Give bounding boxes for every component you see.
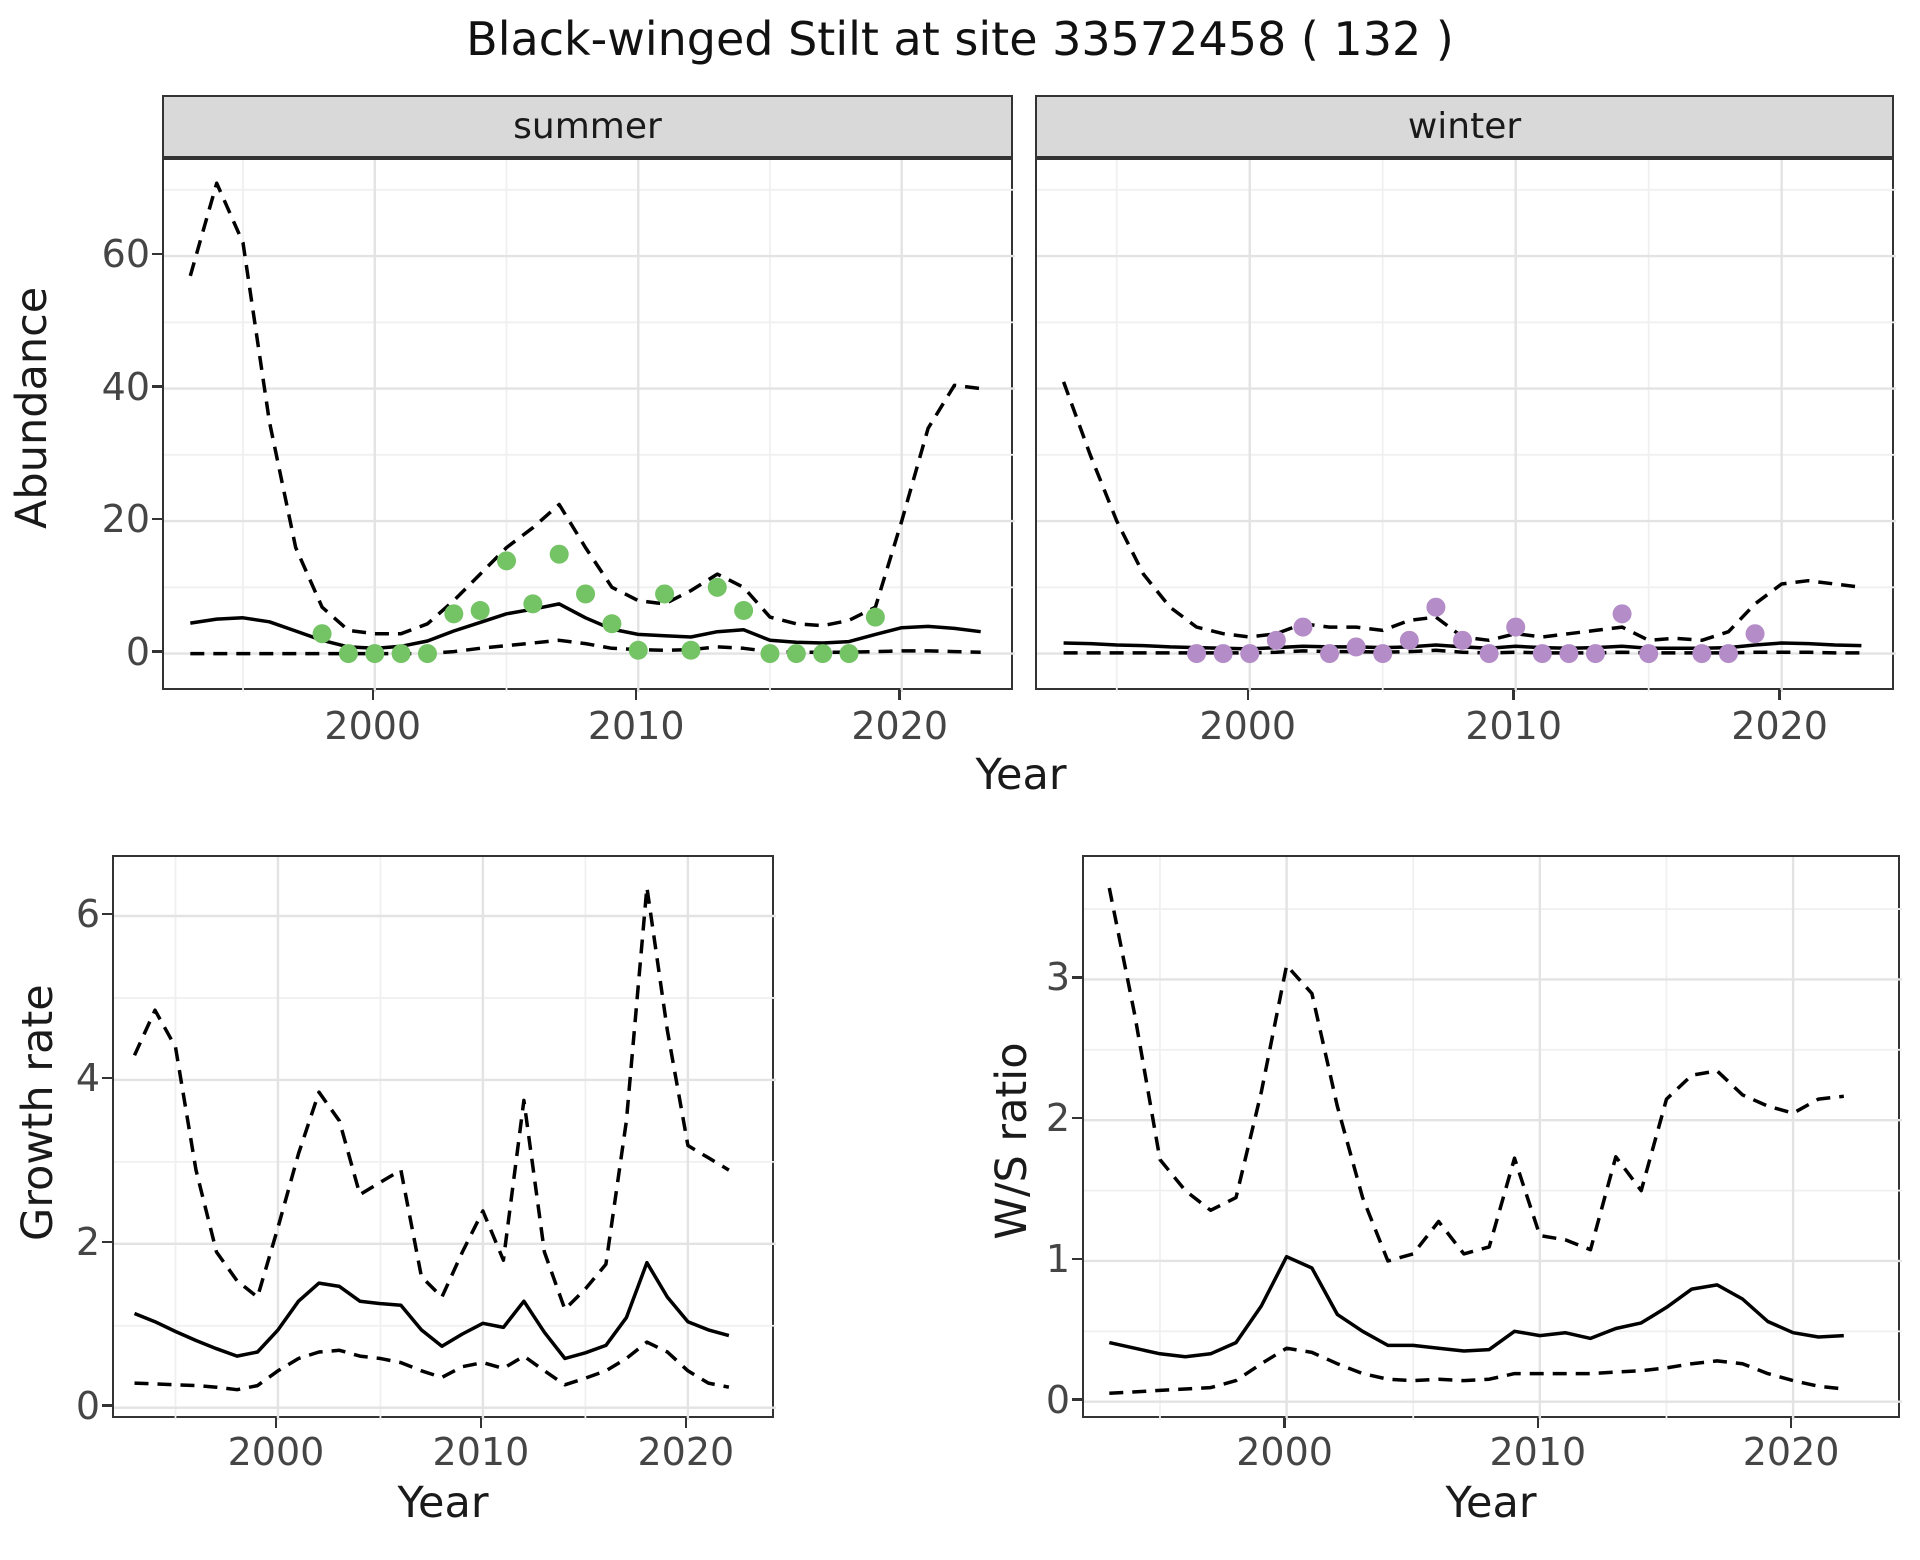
y-tick-mark xyxy=(1072,1116,1082,1120)
abundance-summer-observations xyxy=(312,544,885,664)
y-tick-mark xyxy=(102,1240,112,1244)
y-tick-mark xyxy=(102,1076,112,1080)
panel-ws-ratio xyxy=(1082,855,1902,1420)
y-tick-mark xyxy=(102,912,112,916)
y-tick-label: 0 xyxy=(75,1383,100,1428)
y-tick-label: 0 xyxy=(1045,1377,1070,1422)
y-tick-label: 2 xyxy=(1045,1096,1070,1141)
x-tick-label: 2000 xyxy=(227,1430,325,1474)
abundance-summer-upper-ci-line xyxy=(188,181,981,636)
y-tick-mark xyxy=(1072,1398,1082,1401)
growth-rate-lower-ci-line xyxy=(134,1340,730,1392)
ws-ratio-upper-ci-line xyxy=(1107,887,1844,1263)
panel-growth-rate xyxy=(112,855,776,1420)
x-tick-mark xyxy=(1536,1418,1540,1428)
y-tick-label: 0 xyxy=(125,629,150,674)
abundance-summer-lower-ci-line xyxy=(190,638,981,656)
y-tick-label: 40 xyxy=(101,364,150,409)
panel-abundance-winter xyxy=(1035,158,1896,692)
growth-rate-gridlines xyxy=(114,857,776,1420)
x-tick-label: 2000 xyxy=(1199,704,1297,748)
ws-ratio-mean-line xyxy=(1108,1254,1844,1359)
x-tick-mark xyxy=(1778,690,1781,700)
ws-ratio-plot-area xyxy=(1084,857,1902,1420)
figure-title: Black-winged Stilt at site 33572458 ( 13… xyxy=(466,12,1454,66)
x-tick-mark xyxy=(634,690,638,700)
ws-ratio-gridlines xyxy=(1084,857,1902,1420)
y-tick-label: 1 xyxy=(1045,1236,1070,1281)
y-tick-label: 20 xyxy=(101,497,150,542)
x-tick-mark xyxy=(1246,690,1249,700)
x-tick-mark xyxy=(479,1418,483,1428)
panel-abundance-summer xyxy=(162,158,1015,692)
abundance-summer-plot-area xyxy=(164,160,1015,692)
y-tick-mark xyxy=(1072,976,1082,979)
abundance-winter-gridlines xyxy=(1037,160,1896,692)
x-axis-title-ws-ratio: Year xyxy=(1445,1478,1537,1528)
abundance-summer-gridlines xyxy=(164,160,1015,692)
facet-strip-winter: winter xyxy=(1035,95,1894,158)
y-tick-label: 4 xyxy=(75,1055,100,1100)
x-tick-mark xyxy=(274,1418,278,1428)
y-tick-mark xyxy=(152,517,162,521)
y-tick-label: 60 xyxy=(101,232,150,277)
x-tick-mark xyxy=(898,690,901,700)
x-tick-label: 2010 xyxy=(432,1430,530,1474)
facet-strip-winter-label: winter xyxy=(1407,106,1522,147)
x-tick-mark xyxy=(371,690,375,700)
facet-strip-summer: summer xyxy=(162,95,1013,158)
x-tick-mark xyxy=(1789,1418,1793,1428)
y-tick-mark xyxy=(102,1404,112,1407)
growth-rate-upper-ci-line xyxy=(132,885,730,1312)
y-tick-mark xyxy=(152,252,162,256)
y-tick-mark xyxy=(1072,1257,1082,1261)
x-tick-label: 2000 xyxy=(1236,1430,1333,1474)
x-tick-label: 2010 xyxy=(1489,1430,1587,1474)
abundance-winter-upper-ci-line xyxy=(1061,381,1862,643)
growth-rate-mean-line xyxy=(133,1260,730,1361)
x-tick-label: 2010 xyxy=(587,704,685,748)
y-axis-title-ws-ratio: W/S ratio xyxy=(987,1042,1037,1240)
facet-strip-summer-label: summer xyxy=(513,106,662,147)
x-tick-mark xyxy=(684,1418,688,1428)
x-tick-label: 2020 xyxy=(851,704,949,748)
x-tick-mark xyxy=(1283,1418,1286,1428)
x-axis-title-growth-rate: Year xyxy=(397,1478,489,1528)
abundance-summer-mean-line xyxy=(190,602,981,651)
abundance-winter-lower-ci-line xyxy=(1063,648,1862,655)
abundance-winter-plot-area xyxy=(1037,160,1896,692)
y-tick-mark xyxy=(152,650,162,653)
abundance-winter-observations xyxy=(1187,597,1765,664)
y-tick-label: 2 xyxy=(75,1219,100,1264)
x-axis-title-top: Year xyxy=(975,750,1067,800)
x-tick-label: 2000 xyxy=(324,704,422,748)
y-tick-label: 3 xyxy=(1045,955,1070,1000)
y-tick-label: 6 xyxy=(75,892,100,936)
x-tick-label: 2020 xyxy=(637,1430,735,1474)
x-tick-label: 2020 xyxy=(1731,704,1828,748)
x-tick-label: 2020 xyxy=(1742,1430,1840,1474)
growth-rate-plot-area xyxy=(114,857,776,1420)
ws-ratio-lower-ci-line xyxy=(1109,1346,1844,1396)
x-tick-mark xyxy=(1512,690,1515,700)
x-tick-label: 2010 xyxy=(1465,704,1563,748)
y-tick-mark xyxy=(152,385,162,388)
